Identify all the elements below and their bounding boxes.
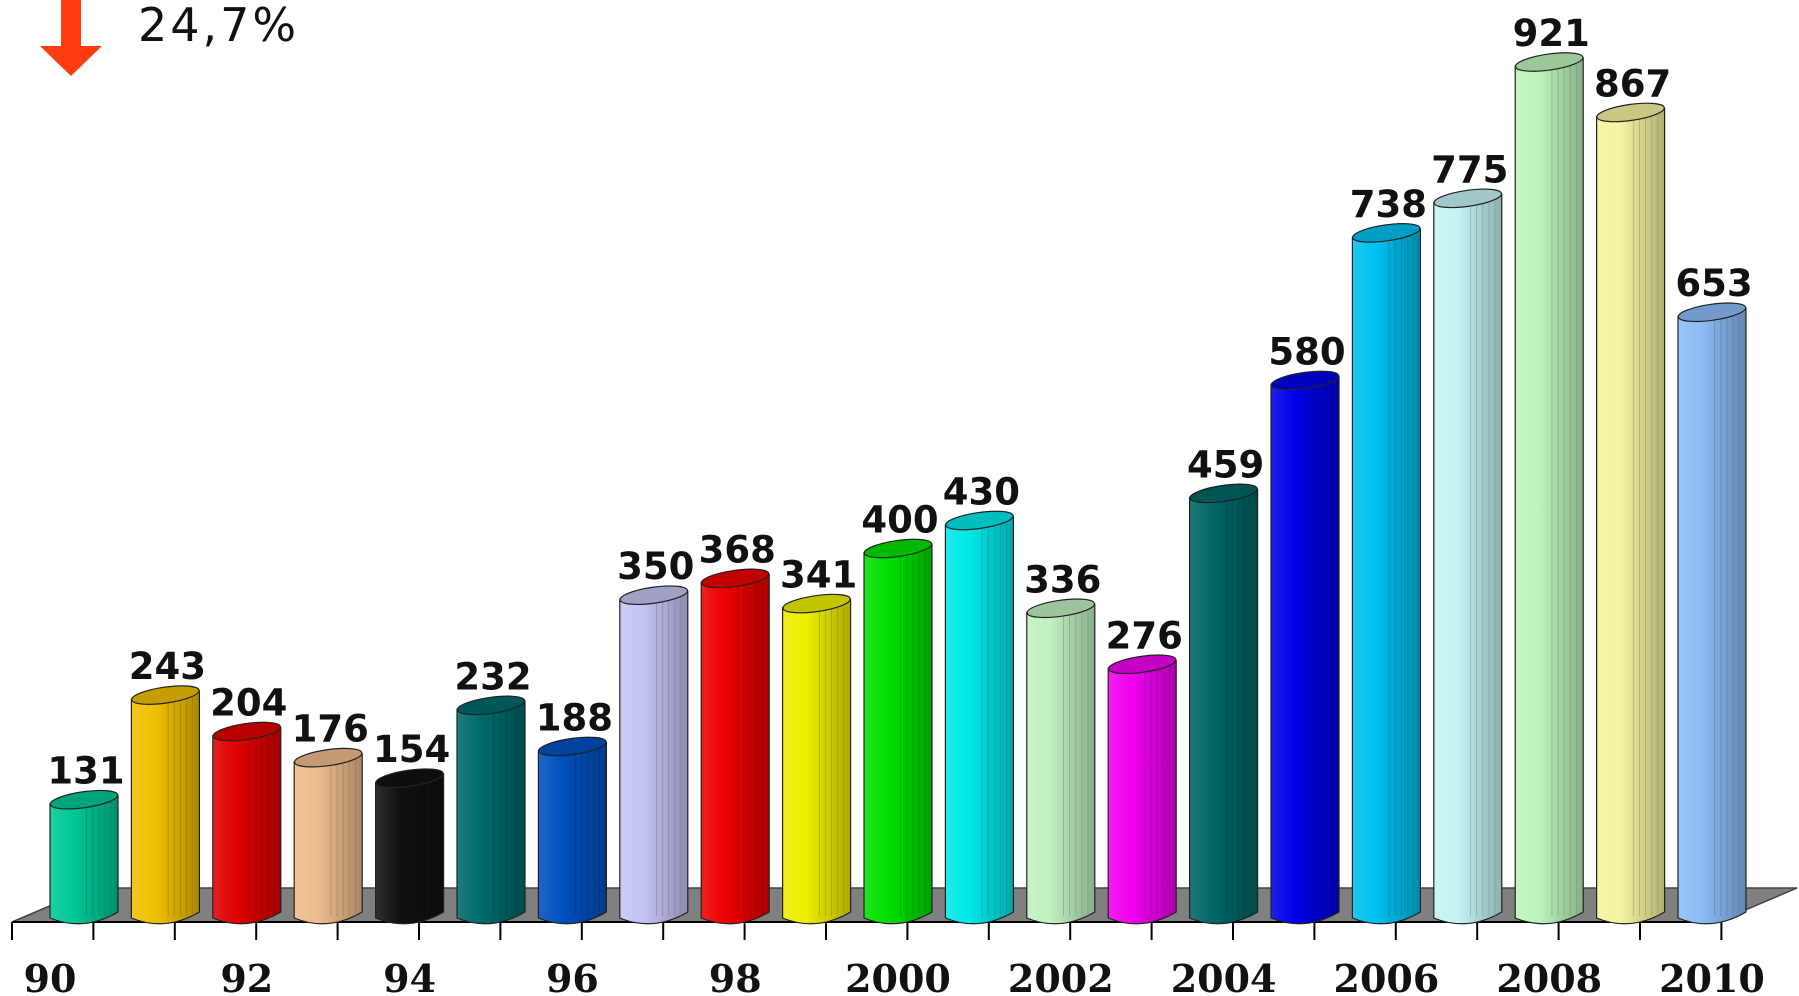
bar-cap [1270,370,1340,391]
bar-2001 [944,510,1014,925]
x-tick-label: 94 [383,956,436,996]
bar-2003 [1107,654,1177,925]
data-label: 775 [1431,148,1508,191]
data-label: 341 [780,554,857,597]
bar-2007 [1433,188,1503,925]
data-label: 131 [47,750,124,793]
bar-body [130,689,200,925]
bar-93 [293,747,363,925]
x-tick-label: 90 [24,956,77,996]
bar-cap [1596,102,1665,123]
x-tick-label: 96 [546,956,599,996]
bar-body [1596,106,1666,925]
data-label: 176 [292,708,369,751]
bar-95 [456,695,526,925]
bar-body [49,794,119,925]
bar-cap [375,768,444,789]
data-label: 653 [1675,262,1752,305]
data-label: 867 [1594,62,1671,105]
bar-body [212,725,282,925]
bar-94 [375,768,445,925]
bar-97 [619,585,689,925]
bar-body [1270,374,1340,925]
bar-body [1514,56,1584,925]
bar-body [375,772,445,925]
bar-body [863,542,933,925]
bar-cap [863,538,933,559]
data-label: 154 [373,728,450,771]
bar-cap [782,593,851,614]
x-tick-label: 2010 [1659,956,1765,996]
data-label: 459 [1187,443,1264,486]
x-tick-label: 98 [709,956,762,996]
data-label: 204 [210,682,287,725]
data-label: 243 [129,645,206,688]
bar-2010 [1677,302,1747,925]
bar-body [619,589,689,925]
bar-92 [212,721,282,925]
bar-2005 [1270,370,1340,925]
bar-cap [1352,223,1421,243]
data-label: 188 [536,696,613,739]
x-tick-label: 2004 [1171,956,1277,996]
bar-2000 [863,538,933,925]
x-tick-label: 2000 [845,956,951,996]
bar-body [782,597,852,925]
bar-cap [1189,483,1258,504]
data-label: 738 [1350,183,1427,226]
bar-body [537,740,607,925]
bar-2004 [1189,483,1259,925]
bar-99 [782,593,852,925]
bar-cap [1026,598,1096,619]
bar-2006 [1351,223,1421,925]
bar-cap [293,747,363,768]
bar-body [1433,192,1503,925]
data-label: 921 [1513,12,1590,55]
x-tick-label: 2002 [1008,956,1114,996]
data-label: 368 [699,528,776,571]
bar-body [1677,306,1747,925]
bar-body [700,572,770,925]
data-label: 276 [1106,614,1183,657]
bar-cap [1514,52,1584,72]
bar-cap [131,685,200,705]
bar-90 [49,789,119,925]
data-label: 336 [1024,558,1101,601]
x-tick-label: 92 [220,956,273,996]
bar-2002 [1026,598,1096,925]
data-label: 400 [861,498,938,541]
data-label: 232 [454,655,531,698]
x-tick-label: 2008 [1496,956,1602,996]
bar-cap [945,510,1014,531]
bar-body [1107,658,1177,925]
x-tick-label: 2006 [1334,956,1440,996]
bar-body [293,752,363,925]
bar-body [1351,227,1421,925]
bar-body [456,699,526,925]
bar-cap [212,721,282,742]
bar-cap [1107,654,1177,675]
data-label: 580 [1268,330,1345,373]
bar-body [1189,487,1259,925]
bar-98 [700,568,770,925]
bar-cap [619,585,689,606]
data-label: 430 [943,470,1020,513]
bar-body [944,514,1014,925]
data-label: 350 [617,545,694,588]
bar-91 [130,685,200,925]
bar-body [1026,602,1096,925]
bar-cap [700,568,770,589]
bar-96 [537,736,607,925]
bar-cap [538,736,607,757]
bar-cap [1433,188,1503,209]
bar-2008 [1514,52,1584,925]
down-arrow-icon [40,0,102,76]
change-label: 24,7% [138,0,300,52]
bar-cap [456,695,526,716]
bar-cap [1677,302,1747,323]
bar-cap [49,789,119,810]
bar-2009 [1596,102,1666,925]
